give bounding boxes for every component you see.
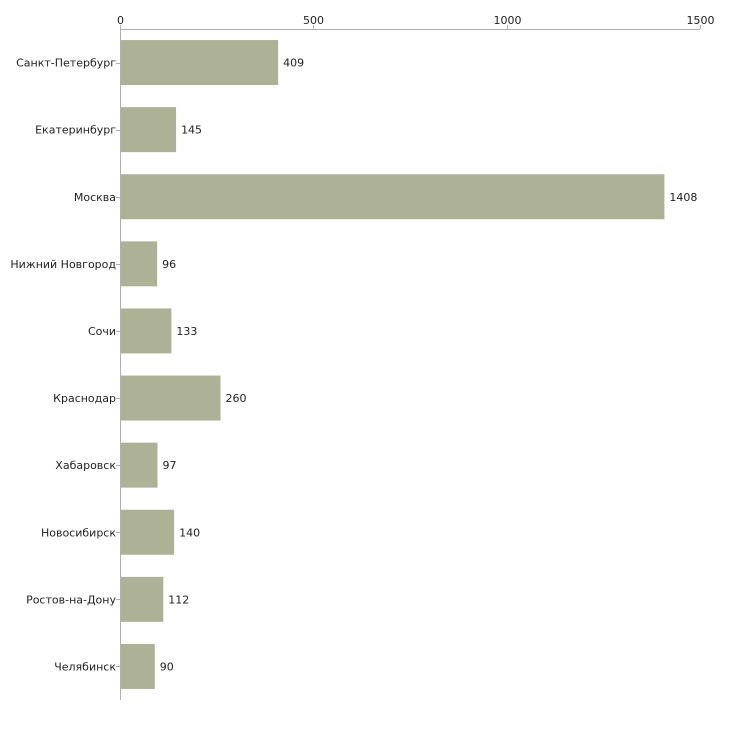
x-tick-label: 0 [117, 14, 124, 27]
x-axis: 0 500 1000 1500 [117, 14, 715, 30]
bar [121, 509, 175, 555]
bar-value-label: 1408 [669, 191, 697, 204]
bar [121, 174, 665, 220]
y-axis: Санкт-Петербург Екатеринбург Москва Нижний … [10, 29, 121, 700]
bar-value-label: 97 [163, 459, 177, 472]
category-label: Новосибирск [41, 526, 116, 539]
x-tick-label: 1500 [687, 14, 715, 27]
bar [121, 241, 158, 287]
bar-value-label: 145 [181, 124, 202, 137]
category-label: Сочи [88, 325, 116, 338]
category-label: Санкт-Петербург [16, 57, 116, 70]
bar-value-label: 260 [226, 392, 247, 405]
category-label: Челябинск [54, 660, 116, 673]
category-label: Москва [74, 191, 116, 204]
bar [121, 643, 155, 689]
bar-value-label: 96 [162, 258, 176, 271]
category-label: Ростов-на-Дону [26, 593, 116, 606]
bar [121, 576, 164, 622]
bar [121, 107, 177, 153]
bars: 409 145 1408 96 133 260 97 140 112 90 [121, 40, 697, 689]
bar-value-label: 140 [179, 526, 200, 539]
bar-value-label: 409 [283, 57, 304, 70]
category-label: Хабаровск [55, 459, 116, 472]
category-label: Краснодар [53, 392, 116, 405]
bar [121, 375, 221, 421]
bar-value-label: 90 [160, 660, 174, 673]
category-label: Нижний Новгород [10, 258, 116, 271]
bar-value-label: 112 [168, 593, 189, 606]
bar [121, 308, 172, 354]
x-tick-label: 1000 [494, 14, 522, 27]
bar [121, 442, 158, 488]
x-tick-label: 500 [303, 14, 324, 27]
bar-value-label: 133 [176, 325, 197, 338]
category-label: Екатеринбург [35, 124, 116, 137]
bar [121, 40, 279, 86]
